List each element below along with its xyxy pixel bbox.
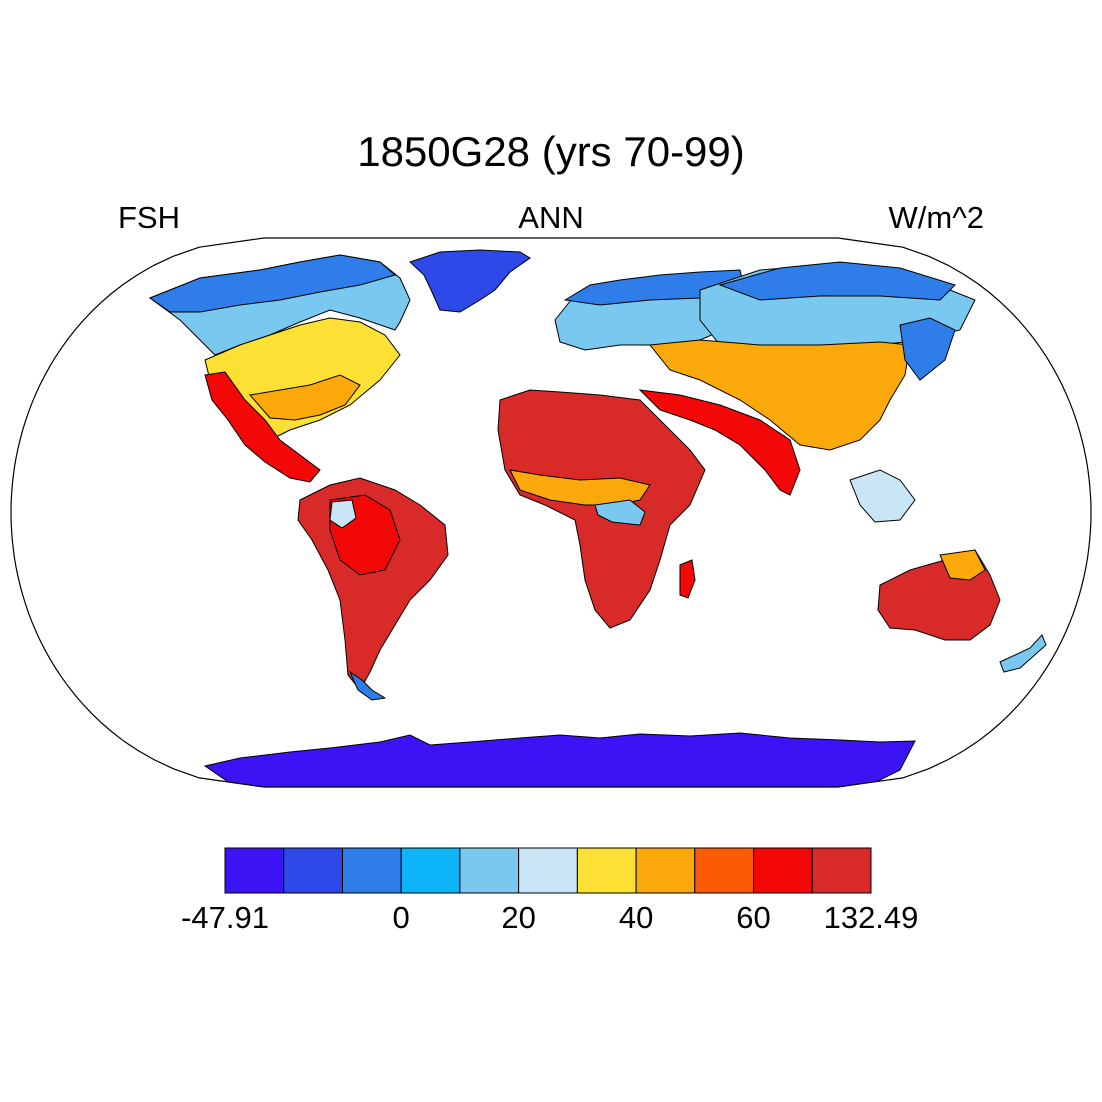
north-america-hot	[204, 371, 321, 483]
colorbar-swatch	[518, 847, 578, 894]
colorbar-swatch	[283, 847, 343, 894]
africa-congo	[594, 499, 646, 526]
colorbar-swatch	[753, 847, 813, 894]
colorbar-tick-label: 40	[618, 900, 654, 935]
colorbar-tick-label: 20	[501, 900, 536, 935]
north-america-subarctic	[148, 254, 397, 313]
map-content	[148, 249, 1047, 787]
southeast-asia	[849, 469, 916, 523]
africa-sahel-warm	[509, 469, 651, 506]
plot-title: 1850G28 (yrs 70-99)	[357, 128, 745, 175]
season-label: ANN	[518, 200, 584, 235]
colorbar-swatch	[635, 847, 696, 894]
australia-warm	[939, 549, 986, 581]
new-zealand	[999, 634, 1047, 673]
madagascar	[679, 559, 696, 599]
colorbar-swatch	[576, 847, 637, 894]
colorbar-tick-label: 132.49	[823, 900, 919, 935]
map-border	[10, 237, 1092, 788]
units-label: W/m^2	[888, 200, 984, 235]
variable-label: FSH	[118, 200, 180, 235]
asia-hot	[638, 389, 801, 496]
colorbar-swatch	[694, 847, 755, 894]
colorbar-swatch	[400, 847, 461, 894]
colorbar-swatch	[811, 847, 872, 894]
amazon-core	[329, 499, 357, 529]
colorbar-tick-label: 60	[736, 900, 771, 935]
antarctica-region	[203, 732, 916, 787]
asia-warm	[649, 339, 911, 451]
colorbar-swatch	[224, 847, 285, 894]
asia-subarctic	[718, 261, 956, 301]
patagonia	[348, 670, 387, 701]
north-america-warm	[249, 374, 361, 421]
colorbar	[224, 847, 872, 894]
colorbar-tick-label: 0	[392, 900, 410, 935]
siberia-east	[899, 317, 956, 381]
greenland-region	[409, 249, 531, 313]
colorbar-swatch	[341, 847, 402, 894]
colorbar-tick-label: -47.91	[181, 900, 269, 935]
colorbar-swatch	[459, 847, 520, 894]
